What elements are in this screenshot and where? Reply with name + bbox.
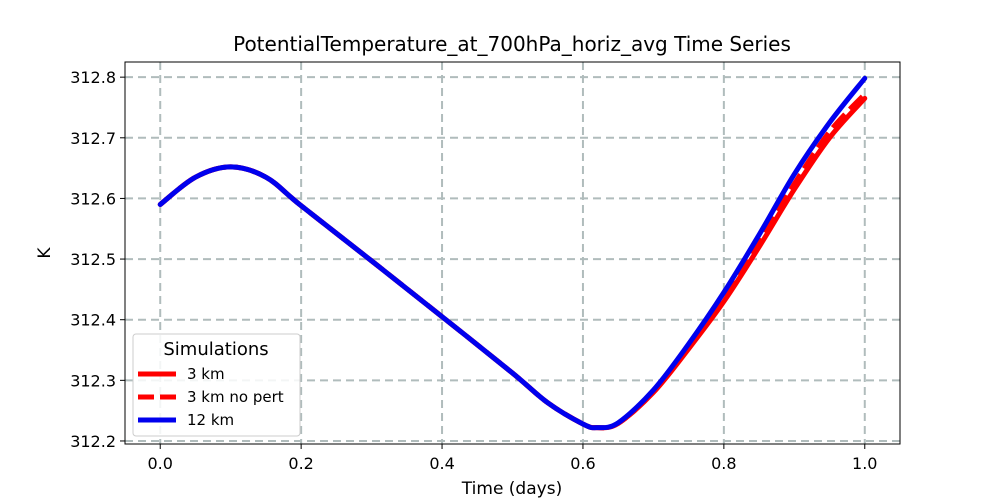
y-tick-label: 312.2 bbox=[70, 432, 116, 451]
y-tick-label: 312.8 bbox=[70, 68, 116, 87]
x-tick-label: 0.2 bbox=[288, 454, 313, 473]
y-axis: 312.2 312.3 312.4 312.5 312.6 312.7 312.8 bbox=[70, 68, 125, 451]
chart-title: PotentialTemperature_at_700hPa_horiz_avg… bbox=[233, 32, 791, 56]
y-tick-label: 312.5 bbox=[70, 250, 116, 269]
legend-label-12km: 12 km bbox=[187, 411, 234, 429]
x-tick-label: 0.8 bbox=[711, 454, 736, 473]
y-tick-label: 312.7 bbox=[70, 129, 116, 148]
x-tick-label: 0.0 bbox=[148, 454, 173, 473]
y-tick-label: 312.4 bbox=[70, 311, 116, 330]
x-axis-label: Time (days) bbox=[461, 479, 562, 499]
x-tick-label: 1.0 bbox=[852, 454, 877, 473]
x-axis: 0.0 0.2 0.4 0.6 0.8 1.0 bbox=[148, 444, 878, 473]
legend-label-3km-no-pert: 3 km no pert bbox=[187, 388, 284, 406]
legend: Simulations 3 km 3 km no pert 12 km bbox=[133, 334, 300, 436]
x-tick-label: 0.6 bbox=[570, 454, 595, 473]
legend-title: Simulations bbox=[163, 339, 268, 360]
legend-label-3km: 3 km bbox=[187, 365, 225, 383]
x-tick-label: 0.4 bbox=[429, 454, 454, 473]
y-tick-label: 312.3 bbox=[70, 371, 116, 390]
y-tick-label: 312.6 bbox=[70, 189, 116, 208]
y-axis-label: K bbox=[35, 247, 55, 259]
